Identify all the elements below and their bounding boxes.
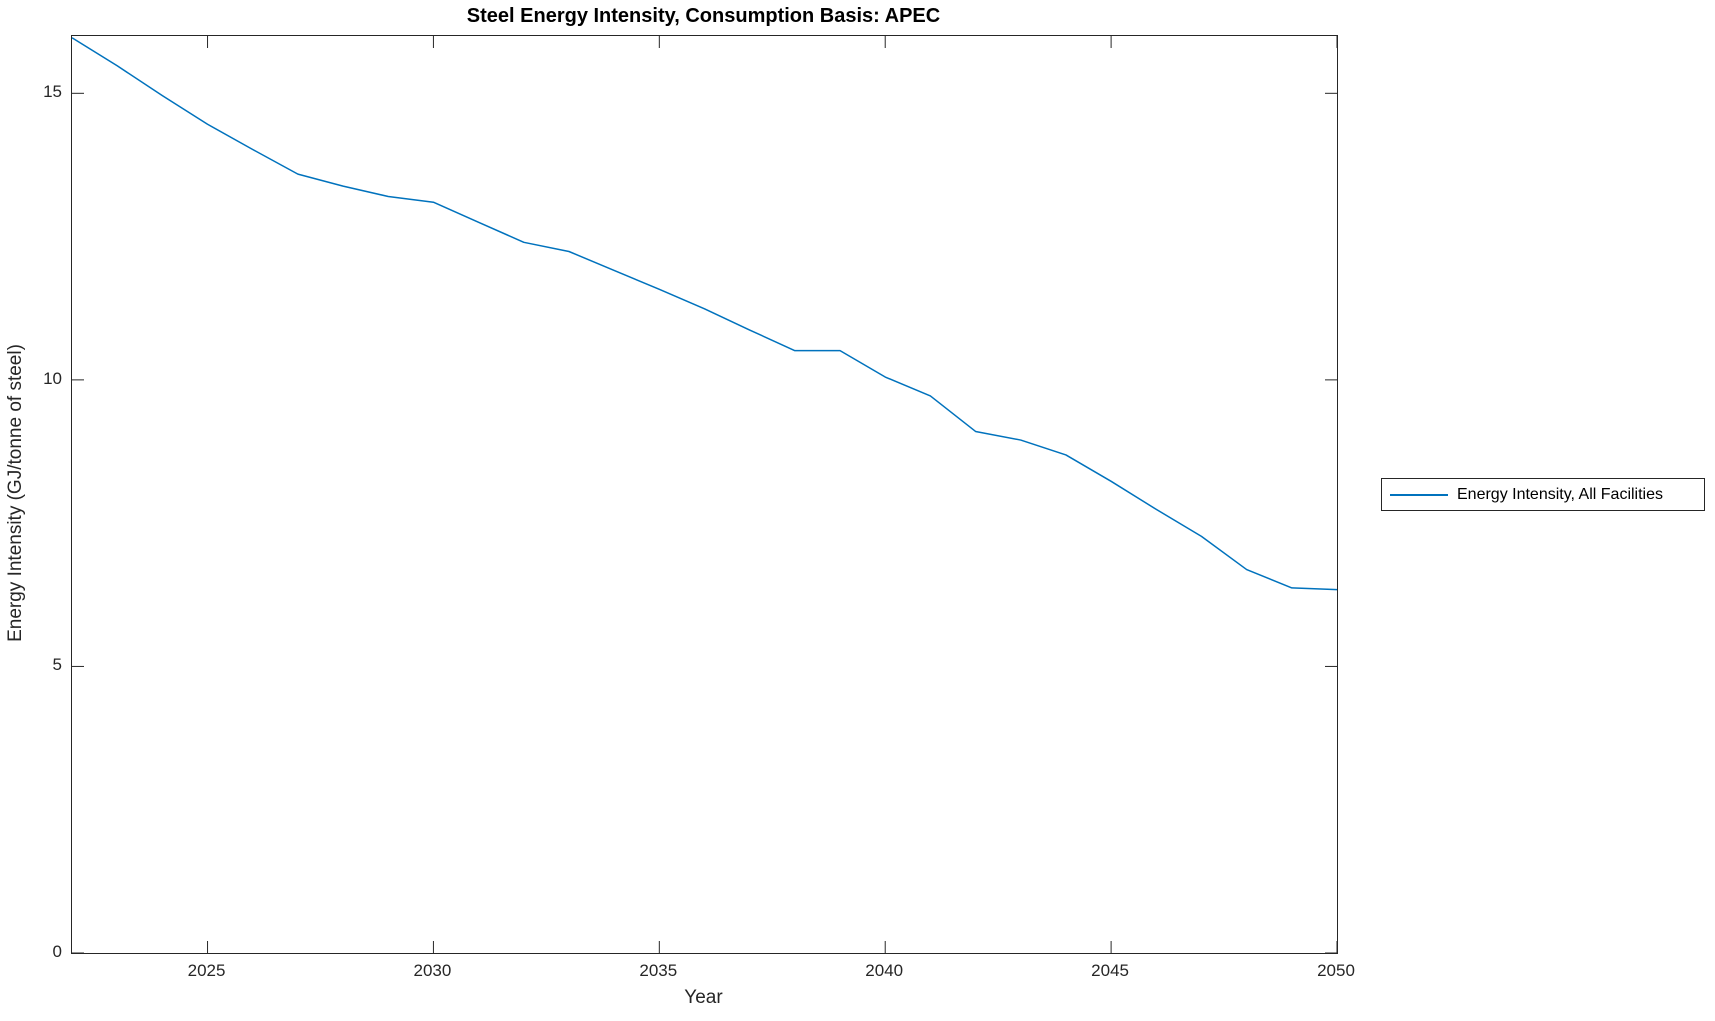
x-tick-label: 2035 bbox=[639, 961, 678, 980]
legend-line-sample-icon bbox=[1390, 493, 1448, 496]
series-line bbox=[72, 37, 1337, 591]
chart-title: Steel Energy Intensity, Consumption Basi… bbox=[466, 5, 941, 27]
y-tick-label: 5 bbox=[52, 655, 62, 675]
legend-item-label: Energy Intensity, All Facilities bbox=[1457, 485, 1664, 503]
line-chart bbox=[72, 36, 1337, 953]
x-tick-label: 2040 bbox=[865, 961, 904, 980]
x-tick-label: 2030 bbox=[413, 961, 452, 980]
y-tick-label: 0 bbox=[52, 942, 62, 961]
x-axis-label: Year bbox=[684, 987, 723, 1008]
x-tick-label: 2050 bbox=[1317, 961, 1355, 980]
plot-area bbox=[71, 35, 1338, 954]
y-axis-label: Energy Intensity (GJ/tonne of steel) bbox=[5, 344, 26, 642]
legend-box: Energy Intensity, All Facilities bbox=[1381, 478, 1705, 511]
x-tick-label: 2045 bbox=[1091, 961, 1129, 980]
y-tick-label: 15 bbox=[43, 82, 62, 102]
y-tick-label: 10 bbox=[43, 368, 62, 388]
x-tick-label: 2025 bbox=[187, 961, 226, 980]
